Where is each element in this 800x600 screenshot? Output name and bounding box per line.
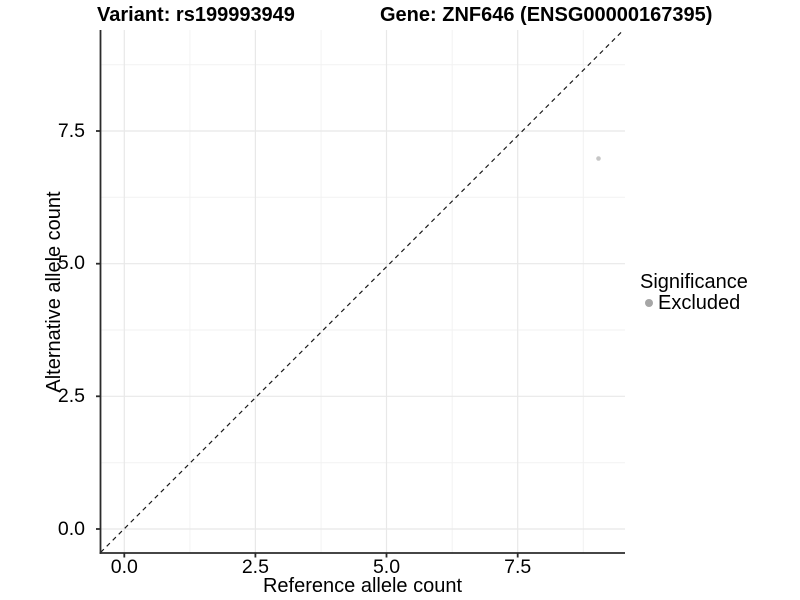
identity-reference-line [100,29,624,553]
plot-title-gene: Gene: ZNF646 (ENSG00000167395) [380,4,713,26]
x-tick-label-2-5: 2.5 [241,556,269,578]
grid-minor [100,30,625,553]
y-tick-label-0-0: 0.0 [57,517,85,540]
y-tick-label-7-5: 7.5 [57,119,85,142]
grid-major [100,30,625,553]
x-axis-title: Reference allele count [262,575,462,597]
plot-title-variant: Variant: rs199993949 [97,4,295,26]
axis-ticks [96,130,519,558]
legend-entry-excluded: Excluded [658,292,741,314]
legend-marker-circle-icon [645,298,653,307]
y-tick-label-2-5: 2.5 [57,384,85,407]
x-tick-label-0-0: 0.0 [110,556,138,578]
legend-title: Significance [640,271,748,293]
y-axis-title: Alternative allele count [43,190,65,393]
y-tick-label-5-0: 5.0 [57,252,85,275]
axis-lines [99,30,625,554]
x-tick-label-5-0: 5.0 [372,556,401,578]
x-tick-label-7-5: 7.5 [504,556,532,578]
data-point [596,156,601,161]
